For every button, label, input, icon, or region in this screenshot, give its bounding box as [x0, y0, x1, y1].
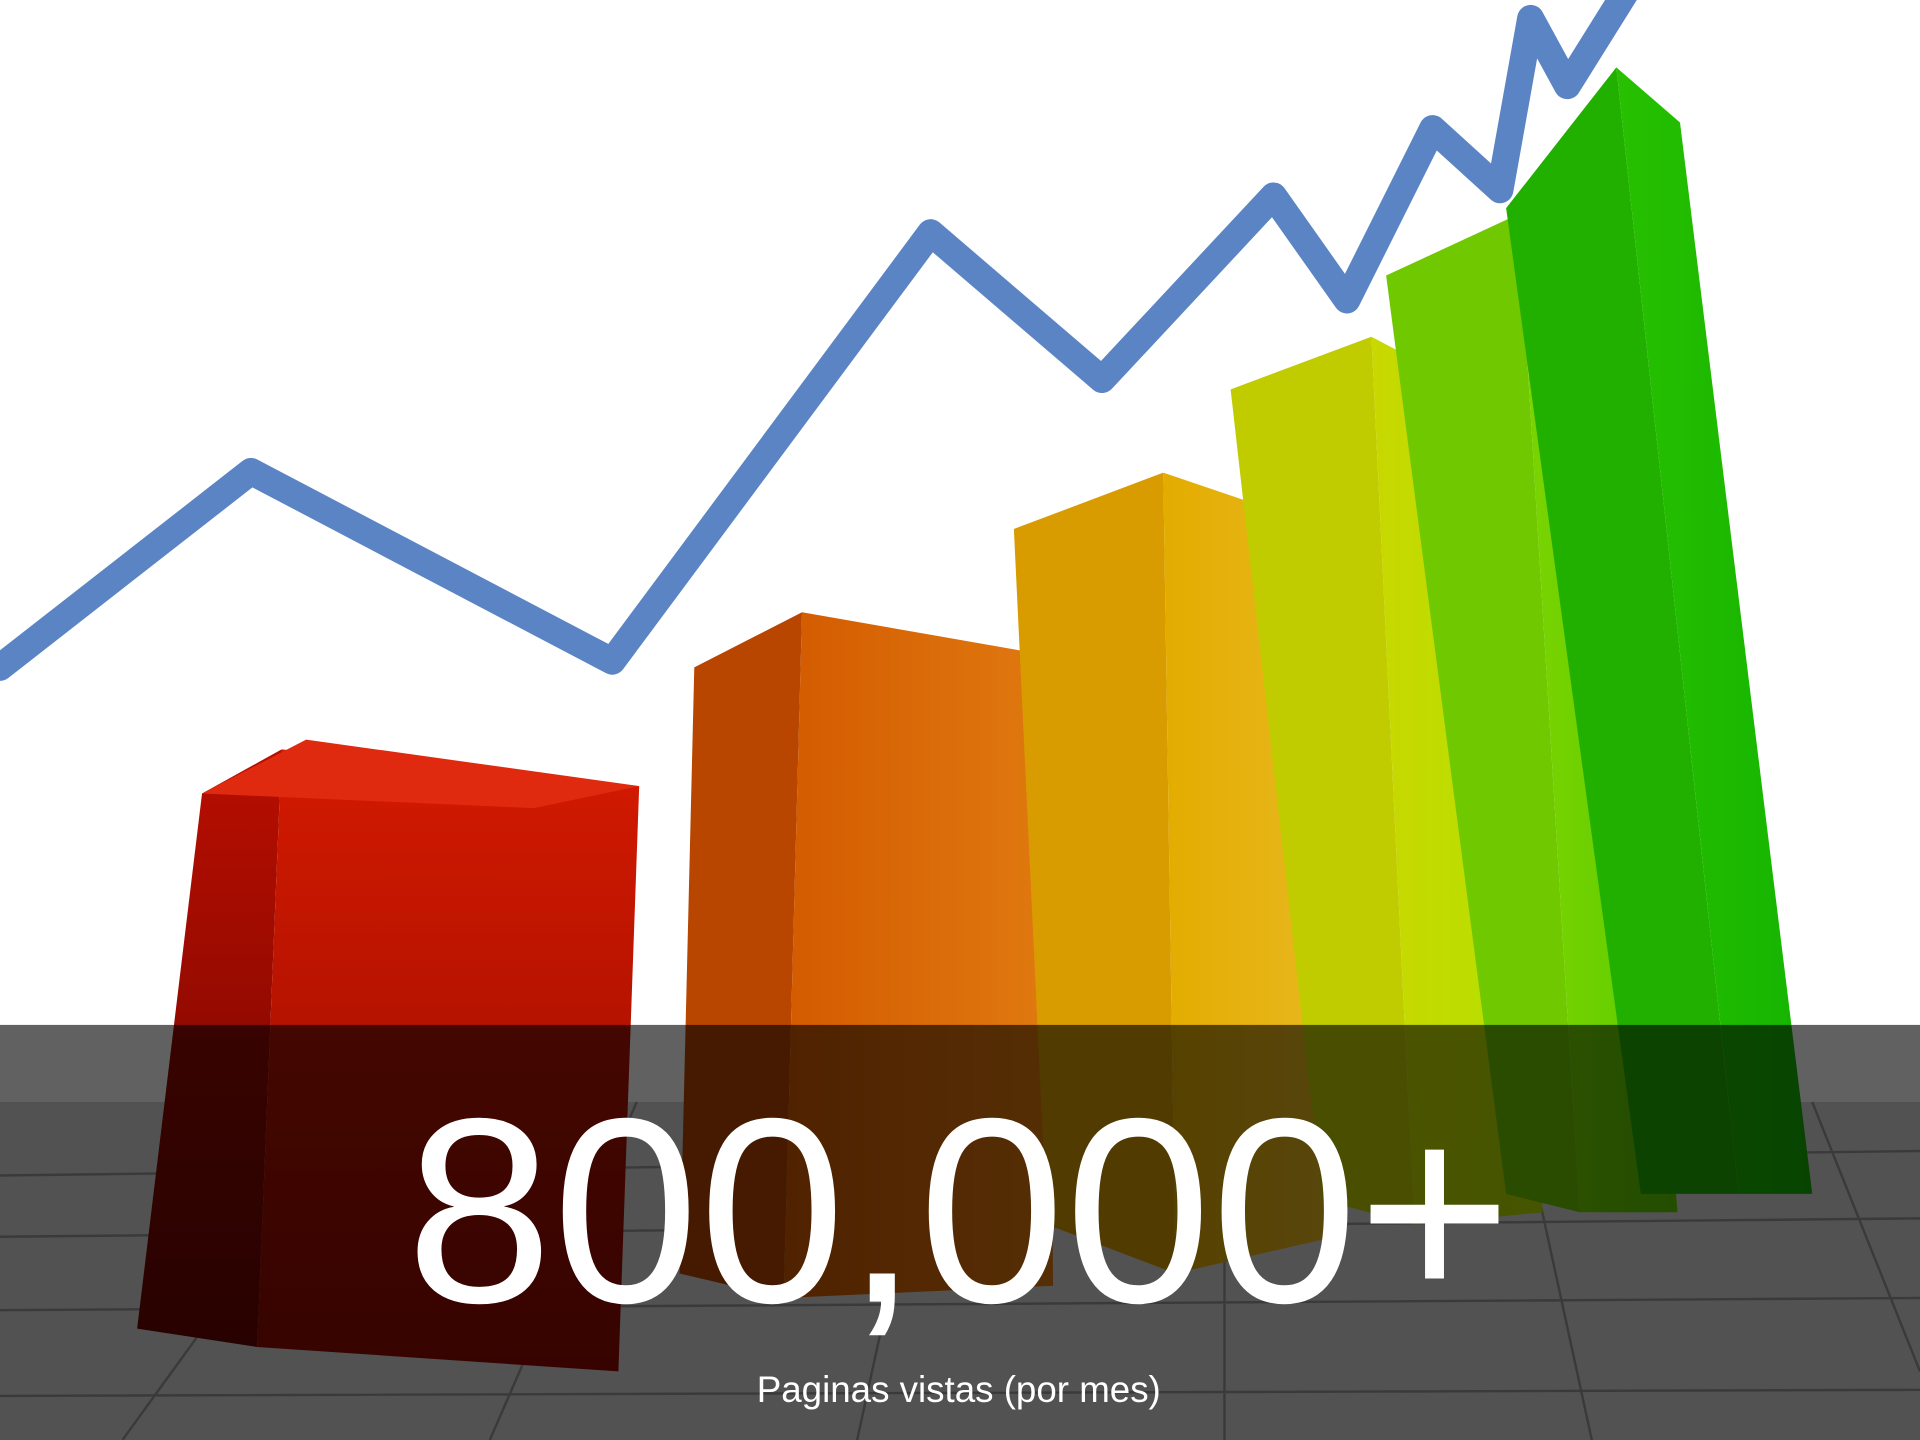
overlay-band — [0, 1024, 1920, 1440]
headline: 800,000+ — [406, 1064, 1511, 1358]
caption: Paginas vistas (por mes) — [757, 1369, 1161, 1410]
decorative-line — [0, 0, 1637, 681]
